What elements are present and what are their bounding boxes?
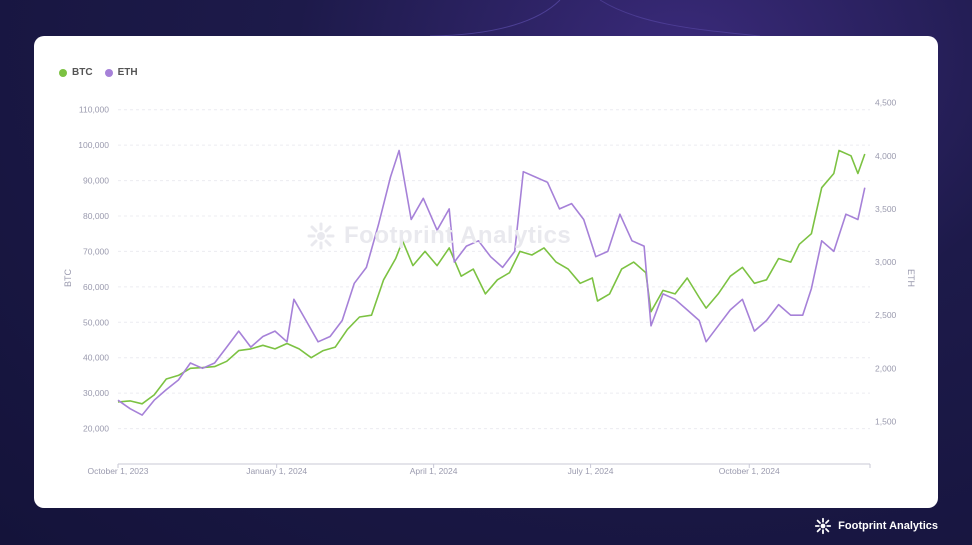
y-tick-label-right: 3,500: [875, 204, 897, 214]
chart-card: 20,000 30,000 40,000 50,000 60,000 70,000 80,0…: [34, 36, 938, 508]
y-tick-label-right: 2,500: [875, 310, 897, 320]
x-tick-label: October 1, 2024: [719, 466, 780, 476]
x-tick-label: January 1, 2024: [246, 466, 307, 476]
brand-name: Footprint Analytics: [838, 520, 938, 532]
y-tick-label-left: 60,000: [83, 282, 109, 292]
y-tick-label-left: 30,000: [83, 388, 109, 398]
y-tick-label-left: 50,000: [83, 317, 109, 327]
watermark-text: Footprint Analytics: [344, 222, 572, 249]
y-tick-label-left: 40,000: [83, 353, 109, 363]
y-tick-label-right: 4,000: [875, 151, 897, 161]
footprint-logo-icon: [815, 517, 832, 535]
y-tick-label-left: 80,000: [83, 211, 109, 221]
y-tick-label-left: 20,000: [83, 424, 109, 434]
y-tick-label-left: 100,000: [78, 140, 109, 150]
y-axis-label-left: BTC: [63, 268, 73, 287]
y-tick-label-right: 4,500: [875, 98, 897, 108]
y-tick-label-right: 1,500: [875, 416, 897, 426]
btc-legend-dot: [59, 68, 67, 77]
series-line-eth: [117, 149, 866, 416]
legend-label-eth: ETH: [117, 67, 138, 78]
footprint-brand: Footprint Analytics: [814, 517, 938, 535]
x-tick-label: October 1, 2023: [88, 466, 149, 476]
y-tick-label-left: 90,000: [83, 176, 109, 186]
eth-legend-dot: [104, 68, 113, 77]
y-tick-label-right: 2,000: [875, 363, 897, 373]
x-tick-label: April 1, 2024: [410, 466, 458, 476]
y-tick-label-right: 3,000: [875, 257, 897, 267]
legend-item-btc[interactable]: BTC: [59, 67, 93, 78]
x-tick-label: July 1, 2024: [568, 466, 614, 476]
chart-legend: BTC ETH: [59, 67, 138, 78]
y-tick-label-left: 110,000: [79, 105, 109, 115]
y-axis-label-right: ETH: [906, 269, 916, 287]
legend-label-btc: BTC: [72, 67, 93, 78]
legend-item-eth[interactable]: ETH: [104, 67, 138, 78]
series-line-btc: [117, 149, 866, 405]
footprint-logo-icon: [307, 222, 335, 250]
line-chart: 20,000 30,000 40,000 50,000 60,000 70,000 80,0…: [63, 98, 916, 476]
y-tick-label-left: 70,000: [83, 246, 109, 256]
watermark: Footprint Analytics: [306, 221, 571, 251]
